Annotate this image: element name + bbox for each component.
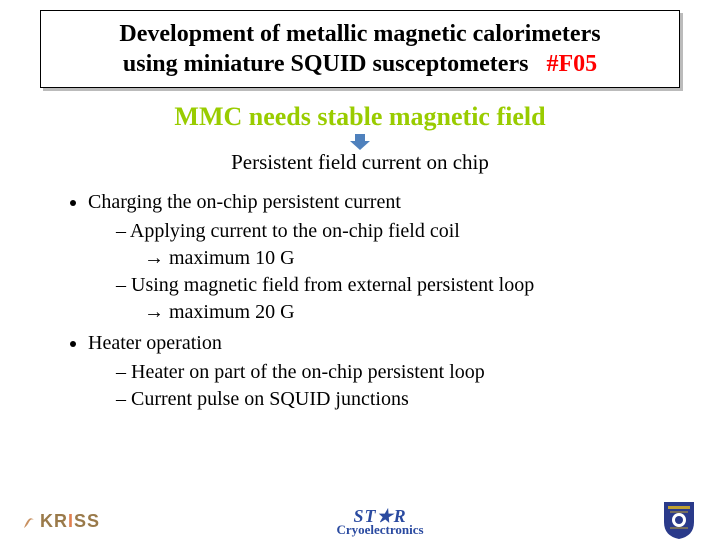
footer: KRISS ST★R Cryoelectronics — [0, 500, 720, 542]
list-item-label: Charging the on-chip persistent current — [88, 191, 401, 213]
logo-kriss: KRISS — [22, 511, 100, 532]
sub-item: Using magnetic field from external persi… — [116, 272, 720, 299]
logo-crest — [660, 498, 698, 545]
list-item-label: Heater operation — [88, 332, 222, 354]
down-arrow-icon — [350, 134, 370, 150]
sub-list: Heater on part of the on-chip persistent… — [88, 359, 720, 413]
green-heading: MMC needs stable magnetic field — [0, 102, 720, 132]
subtitle-wrap: MMC needs stable magnetic field — [0, 102, 720, 132]
sub-item-cont: → maximum 10 G — [116, 245, 720, 272]
sub-item: Heater on part of the on-chip persistent… — [116, 359, 720, 386]
sub-note: Persistent field current on chip — [0, 150, 720, 175]
content-list: Charging the on-chip persistent current … — [60, 189, 720, 413]
list-item: Heater operation Heater on part of the o… — [88, 330, 720, 413]
sub-item-cont: → maximum 20 G — [116, 299, 720, 326]
title-box: Development of metallic magnetic calorim… — [40, 10, 680, 88]
arrow-row — [0, 134, 720, 152]
crest-icon — [660, 498, 698, 540]
title-line-1: Development of metallic magnetic calorim… — [57, 19, 663, 49]
title-tag: #F05 — [546, 51, 597, 77]
top-list: Charging the on-chip persistent current … — [60, 189, 720, 413]
kriss-post: SS — [74, 511, 100, 531]
kriss-pre: KR — [40, 511, 68, 531]
star-cryo: Cryoelectronics — [336, 523, 423, 536]
title-line-2-text: using miniature SQUID susceptometers — [123, 51, 529, 77]
list-item: Charging the on-chip persistent current … — [88, 189, 720, 326]
title-line-2: using miniature SQUID susceptometers #F0… — [57, 49, 663, 79]
sub-item: Applying current to the on-chip field co… — [116, 218, 720, 245]
sub-item: Current pulse on SQUID junctions — [116, 386, 720, 413]
kriss-mark-icon — [22, 512, 36, 530]
sub-list: Applying current to the on-chip field co… — [88, 218, 720, 326]
logo-star: ST★R Cryoelectronics — [336, 507, 423, 536]
